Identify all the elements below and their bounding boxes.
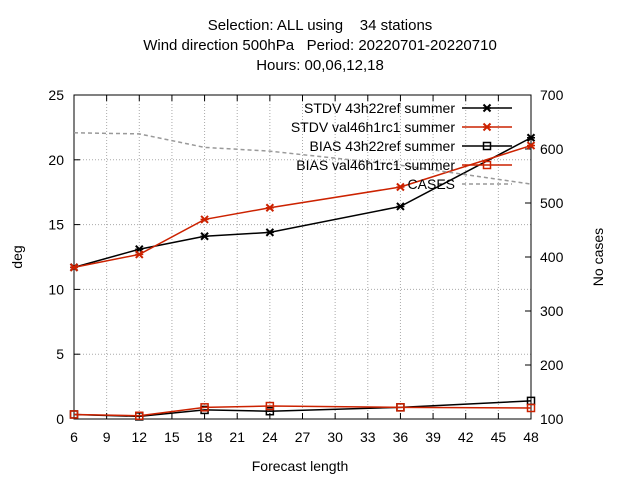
data-point [200, 403, 209, 412]
series-line-4 [73, 132, 532, 185]
data-point [69, 263, 79, 272]
chart-title-line-1: Selection: ALL using 34 stations [207, 17, 433, 34]
x-tick-label: 48 [523, 429, 539, 445]
data-point [135, 250, 144, 259]
y-tick-label: 15 [48, 217, 64, 233]
x-axis-label: Forecast length [252, 458, 349, 474]
data-point [200, 215, 209, 224]
chart-title-line-3: Hours: 00,06,12,18 [256, 57, 384, 74]
x-tick-label: 30 [327, 429, 343, 445]
data-point [69, 410, 79, 419]
data-point [526, 141, 536, 150]
x-tick-label: 36 [393, 429, 409, 445]
legend-marker [482, 160, 492, 170]
legend-label: STDV 43h22ref summer [304, 100, 455, 116]
legend-label: BIAS val46h1rc1 summer [296, 157, 455, 173]
data-point [265, 228, 275, 237]
series-line-0 [73, 137, 532, 269]
x-tick-label: 15 [164, 429, 180, 445]
data-point [396, 403, 405, 412]
y2-tick-label: 500 [540, 195, 564, 211]
x-tick-label: 12 [131, 429, 147, 445]
y2-tick-label: 100 [540, 411, 564, 427]
data-point [396, 182, 405, 192]
legend-marker [482, 122, 492, 132]
data-point [135, 411, 144, 421]
data-point [265, 203, 275, 212]
x-tick-label: 27 [295, 429, 311, 445]
grid [74, 95, 531, 419]
chart-title-line-2: Wind direction 500hPa Period: 20220701-2… [143, 37, 497, 54]
y-tick-label: 0 [56, 411, 64, 427]
legend-label: STDV val46h1rc1 summer [291, 119, 456, 135]
x-tick-label: 21 [229, 429, 245, 445]
y2-tick-label: 400 [540, 249, 564, 265]
x-tick-label: 18 [197, 429, 213, 445]
data-point [265, 406, 275, 416]
y2-axis-label: No cases [590, 228, 606, 286]
y2-tick-label: 700 [540, 87, 564, 103]
legend-marker [482, 141, 492, 151]
y2-tick-label: 200 [540, 357, 564, 373]
y-tick-label: 20 [48, 152, 64, 168]
legend-label: CASES [408, 176, 455, 192]
y-tick-label: 25 [48, 87, 64, 103]
x-tick-label: 39 [425, 429, 441, 445]
x-tick-label: 24 [262, 429, 278, 445]
series-line-3 [73, 405, 532, 417]
y-axis-label: deg [9, 245, 25, 268]
data-point [200, 232, 209, 241]
series-group [69, 132, 536, 421]
data-point [265, 401, 275, 411]
x-tick-label: 9 [103, 429, 111, 445]
legend-label: BIAS 43h22ref summer [309, 138, 455, 154]
data-point [526, 133, 536, 142]
y-tick-label: 10 [48, 281, 64, 297]
legend-marker [482, 103, 492, 113]
data-point [396, 202, 405, 211]
y2-tick-label: 300 [540, 303, 564, 319]
x-tick-label: 6 [70, 429, 78, 445]
y2-tick-label: 600 [540, 141, 564, 157]
axis-ticks: 6 9 12 15 18 21 24 27 30 33 36 39 42 45 48 0 5 10 15 20 25 10… [48, 87, 563, 445]
series-line-1 [73, 144, 532, 269]
x-tick-label: 45 [491, 429, 507, 445]
x-tick-label: 42 [458, 429, 474, 445]
legend: STDV 43h22ref summer STDV val46h1rc1 summ… [291, 100, 512, 192]
y-tick-label: 5 [56, 346, 64, 362]
data-point [526, 403, 536, 413]
x-tick-label: 33 [360, 429, 376, 445]
